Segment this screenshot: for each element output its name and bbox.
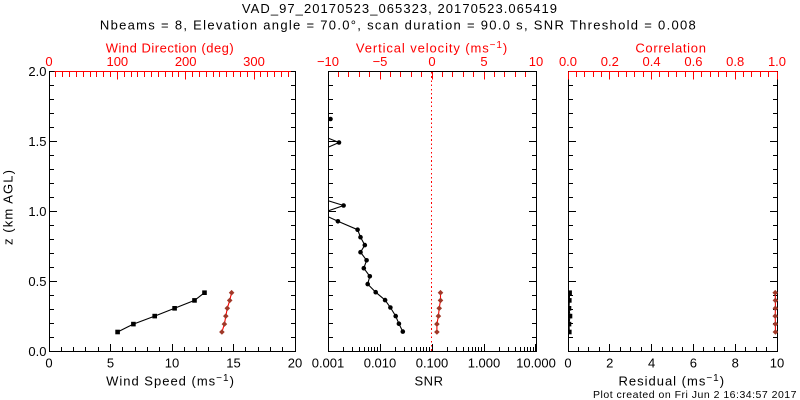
svg-text:300: 300 <box>243 54 265 69</box>
svg-text:0.0: 0.0 <box>559 54 577 69</box>
svg-text:100: 100 <box>106 54 128 69</box>
svg-text:0.8: 0.8 <box>726 54 744 69</box>
svg-text:10: 10 <box>529 54 543 69</box>
svg-text:4: 4 <box>648 356 655 371</box>
svg-text:0.4: 0.4 <box>643 54 661 69</box>
svg-text:−10: −10 <box>317 54 339 69</box>
svg-text:2.0: 2.0 <box>28 64 46 79</box>
svg-text:1.0: 1.0 <box>768 54 786 69</box>
svg-text:0: 0 <box>45 54 52 69</box>
svg-text:0.2: 0.2 <box>601 54 619 69</box>
svg-text:10.000: 10.000 <box>516 356 556 371</box>
svg-text:20: 20 <box>288 356 302 371</box>
svg-text:10: 10 <box>165 356 179 371</box>
svg-text:1.000: 1.000 <box>468 356 501 371</box>
svg-text:Wind Speed (ms−1): Wind Speed (ms−1) <box>106 373 235 389</box>
svg-text:Correlation: Correlation <box>635 41 706 56</box>
svg-text:0.0: 0.0 <box>28 344 46 359</box>
svg-text:5: 5 <box>480 54 487 69</box>
svg-text:Vertical velocity (ms−1): Vertical velocity (ms−1) <box>356 40 508 56</box>
svg-text:VAD_97_20170523_065323, 201705: VAD_97_20170523_065323, 20170523.065419 <box>242 1 558 16</box>
svg-text:z (km AGL): z (km AGL) <box>1 169 16 245</box>
svg-text:SNR: SNR <box>415 374 444 389</box>
svg-text:0: 0 <box>428 54 435 69</box>
svg-text:6: 6 <box>690 356 697 371</box>
svg-text:0.001: 0.001 <box>312 356 345 371</box>
svg-text:0.6: 0.6 <box>684 54 702 69</box>
svg-text:Residual (ms−1): Residual (ms−1) <box>618 373 725 389</box>
svg-text:8: 8 <box>732 356 739 371</box>
svg-text:0.010: 0.010 <box>364 356 397 371</box>
svg-text:Plot created on Fri Jun 2 16:: Plot created on Fri Jun 2 16:34:57 2017 <box>593 389 797 400</box>
svg-text:Nbeams = 8, Elevation angle =: Nbeams = 8, Elevation angle = 70.0°, sca… <box>100 18 697 33</box>
svg-text:10: 10 <box>770 356 784 371</box>
svg-text:−5: −5 <box>373 54 388 69</box>
svg-text:1.5: 1.5 <box>28 134 46 149</box>
svg-text:0.5: 0.5 <box>28 274 46 289</box>
svg-text:0.100: 0.100 <box>416 356 449 371</box>
svg-text:0: 0 <box>45 356 52 371</box>
svg-text:0: 0 <box>564 356 571 371</box>
svg-text:2: 2 <box>606 356 613 371</box>
svg-text:Wind Direction (deg): Wind Direction (deg) <box>106 41 235 56</box>
svg-text:5: 5 <box>107 356 114 371</box>
svg-text:200: 200 <box>175 54 197 69</box>
svg-text:15: 15 <box>226 356 240 371</box>
svg-text:1.0: 1.0 <box>28 204 46 219</box>
